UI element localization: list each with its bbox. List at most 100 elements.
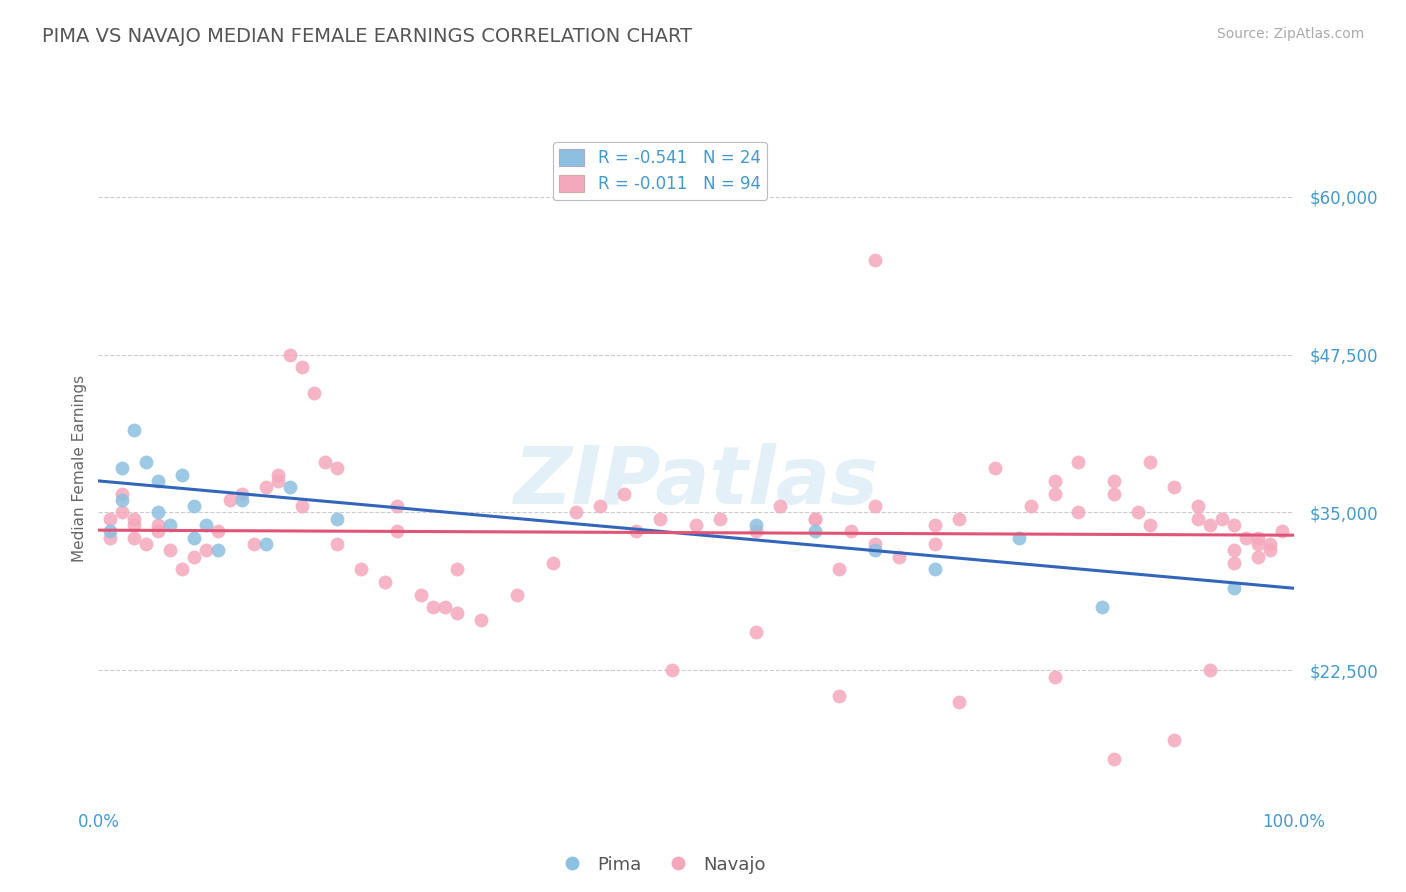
Point [446, 562, 468, 576]
Point [470, 613, 492, 627]
Point [768, 499, 790, 513]
Point [709, 512, 731, 526]
Point [1187, 499, 1209, 513]
Point [290, 499, 312, 513]
Point [1222, 581, 1246, 595]
Point [124, 531, 146, 545]
Point [267, 474, 290, 488]
Point [648, 512, 672, 526]
Point [1067, 455, 1090, 469]
Point [1043, 669, 1066, 683]
Point [1139, 518, 1161, 533]
Point [326, 537, 349, 551]
Text: Source: ZipAtlas.com: Source: ZipAtlas.com [1216, 27, 1364, 41]
Point [1187, 512, 1209, 526]
Point [267, 467, 290, 482]
Point [1007, 531, 1029, 545]
Point [1271, 524, 1294, 539]
Point [326, 461, 349, 475]
Point [135, 455, 157, 469]
Point [839, 524, 862, 539]
Point [385, 524, 409, 539]
Point [159, 518, 181, 533]
Point [804, 524, 827, 539]
Point [194, 543, 217, 558]
Point [254, 537, 277, 551]
Point [983, 461, 1005, 475]
Point [1043, 486, 1066, 500]
Point [124, 518, 146, 533]
Point [1222, 556, 1246, 570]
Point [159, 543, 181, 558]
Point [889, 549, 911, 564]
Point [1211, 512, 1233, 526]
Point [624, 524, 647, 539]
Point [1102, 486, 1125, 500]
Point [111, 506, 134, 520]
Point [183, 531, 205, 545]
Legend: Pima, Navajo: Pima, Navajo [547, 848, 773, 880]
Point [804, 512, 827, 526]
Point [326, 512, 349, 526]
Point [278, 480, 301, 494]
Point [98, 512, 122, 526]
Point [541, 556, 564, 570]
Point [1246, 531, 1268, 545]
Text: PIMA VS NAVAJO MEDIAN FEMALE EARNINGS CORRELATION CHART: PIMA VS NAVAJO MEDIAN FEMALE EARNINGS CO… [42, 27, 692, 45]
Point [745, 518, 768, 533]
Point [1163, 480, 1185, 494]
Point [613, 486, 636, 500]
Point [948, 695, 970, 709]
Point [219, 492, 242, 507]
Point [433, 600, 456, 615]
Point [135, 537, 157, 551]
Point [863, 253, 886, 268]
Point [183, 549, 205, 564]
Point [1198, 518, 1220, 533]
Point [506, 588, 529, 602]
Point [254, 480, 277, 494]
Point [148, 524, 170, 539]
Y-axis label: Median Female Earnings: Median Female Earnings [72, 375, 87, 562]
Point [1139, 455, 1161, 469]
Point [828, 562, 851, 576]
Point [385, 499, 409, 513]
Point [685, 518, 707, 533]
Point [924, 562, 946, 576]
Point [1091, 600, 1114, 615]
Point [1067, 506, 1090, 520]
Point [565, 506, 588, 520]
Point [1102, 751, 1125, 765]
Point [589, 499, 612, 513]
Point [1222, 518, 1246, 533]
Point [302, 385, 325, 400]
Point [148, 518, 170, 533]
Point [924, 537, 946, 551]
Point [1222, 543, 1246, 558]
Point [924, 518, 946, 533]
Point [111, 492, 134, 507]
Point [183, 499, 205, 513]
Point [148, 474, 170, 488]
Point [98, 531, 122, 545]
Point [98, 524, 122, 539]
Point [863, 543, 886, 558]
Point [231, 492, 253, 507]
Point [207, 543, 229, 558]
Point [863, 499, 886, 513]
Point [948, 512, 970, 526]
Point [1246, 537, 1268, 551]
Point [1234, 531, 1257, 545]
Point [1258, 537, 1281, 551]
Point [1258, 543, 1281, 558]
Point [290, 360, 312, 375]
Point [1102, 474, 1125, 488]
Point [661, 663, 683, 677]
Point [1198, 663, 1220, 677]
Point [804, 512, 827, 526]
Point [1163, 732, 1185, 747]
Point [172, 562, 194, 576]
Point [231, 486, 253, 500]
Point [745, 625, 768, 640]
Point [124, 424, 146, 438]
